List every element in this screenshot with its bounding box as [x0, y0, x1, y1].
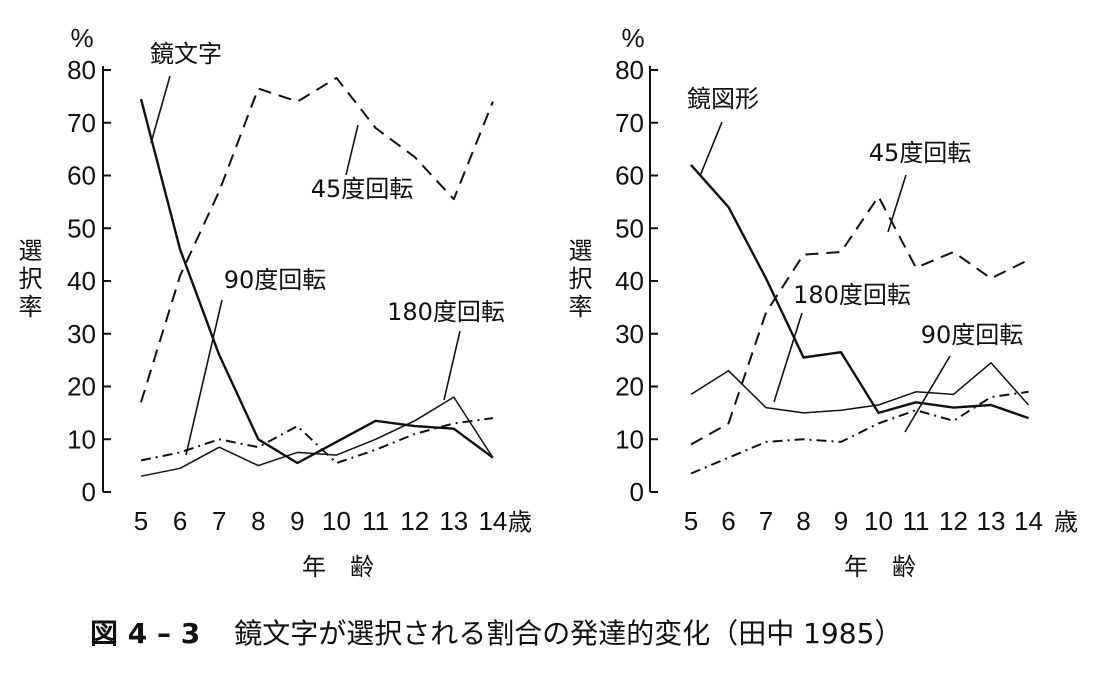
x-tick-label: 14	[478, 506, 507, 536]
caption-number: 図 4 – 3	[90, 617, 201, 650]
x-tick-label: 8	[796, 506, 810, 536]
series-label-鏡文字: 鏡文字	[150, 40, 222, 68]
x-tick-label: 8	[251, 506, 265, 536]
x-tick-label: 7	[759, 506, 773, 536]
x-tick-label: 12	[400, 506, 429, 536]
series-label-90度回転: 90度回転	[921, 321, 1024, 349]
y-tick-label: 10	[67, 424, 96, 454]
y-tick-label: 10	[615, 424, 644, 454]
x-tick-label: 12	[939, 506, 968, 536]
chart-mirror-figures: 0 10 20 30 40 50 60 70 80% 選択率 5 6 7 8 9 10 11 12 13 14 歳年 齢…	[564, 23, 1078, 581]
callout-leader-45度回転	[887, 174, 907, 233]
series-label-180度回転: 180度回転	[793, 281, 911, 309]
x-tick-label: 14	[1014, 506, 1043, 536]
series-line-180度回転	[690, 362, 1030, 414]
y-axis-label: 選択率	[14, 238, 42, 322]
caption-text: 鏡文字が選択される割合の発達的変化（田中 1985）	[234, 617, 903, 650]
series-label-45度回転: 45度回転	[311, 175, 414, 203]
y-unit-label: %	[70, 23, 93, 53]
series-label-90度回転: 90度回転	[224, 266, 327, 294]
series-line-45度回転	[140, 76, 494, 403]
y-tick-label: 30	[67, 319, 96, 349]
x-tick-label: 5	[134, 506, 148, 536]
x-tick-label: 10	[864, 506, 893, 536]
x-tick-label: 9	[290, 506, 304, 536]
y-tick-label: 80	[615, 55, 644, 85]
callout-leader-180度回転	[773, 312, 803, 403]
x-tick-label: 11	[362, 506, 389, 536]
callout-leader-90度回転	[904, 355, 951, 433]
callout-leader-45度回転	[345, 124, 359, 176]
y-tick-label: 30	[615, 319, 644, 349]
y-axis-label: 選択率	[564, 238, 592, 322]
y-tick-label: 40	[67, 266, 96, 296]
series-line-鏡図形	[690, 164, 1029, 420]
callout-leader-90度回転	[185, 299, 223, 456]
callout-leader-180度回転	[443, 330, 461, 401]
y-tick-label: 20	[67, 372, 96, 402]
series-label-鏡図形: 鏡図形	[687, 85, 759, 113]
y-tick-label: 40	[615, 266, 644, 296]
y-tick-label: 80	[67, 55, 96, 85]
series-line-90度回転	[140, 417, 494, 464]
series-label-180度回転: 180度回転	[387, 298, 505, 326]
x-tick-label: 7	[212, 506, 226, 536]
y-tick-label: 60	[67, 161, 96, 191]
x-tick-label: 6	[721, 506, 735, 536]
y-tick-label: 0	[630, 477, 644, 507]
x-unit-label: 歳	[1054, 508, 1078, 536]
y-tick-label: 70	[67, 108, 96, 138]
y-tick-label: 70	[615, 108, 644, 138]
y-tick-label: 50	[67, 213, 96, 243]
series-line-180度回転	[140, 396, 494, 477]
x-tick-label: 13	[977, 506, 1006, 536]
x-tick-label: 9	[834, 506, 848, 536]
x-tick-label: 11	[903, 506, 930, 536]
y-tick-label: 50	[615, 213, 644, 243]
chart-mirror-letters: 0 10 20 30 40 50 60 70 80% 選択率 5 6 7 8 9 10 11 12 13 14 歳年 齢…	[14, 23, 532, 581]
series-label-45度回転: 45度回転	[869, 139, 972, 167]
x-tick-label: 13	[439, 506, 468, 536]
callout-leader-鏡図形	[699, 121, 723, 177]
figure-caption: 図 4 – 3 鏡文字が選択される割合の発達的変化（田中 1985）	[90, 612, 902, 652]
series-line-鏡文字	[139, 98, 494, 465]
y-tick-label: 60	[615, 161, 644, 191]
series-line-45度回転	[690, 195, 1029, 446]
x-tick-label: 10	[322, 506, 351, 536]
y-tick-label: 0	[82, 477, 96, 507]
y-unit-label: %	[621, 23, 644, 53]
x-axis-label: 年 齢	[844, 553, 916, 581]
y-tick-label: 20	[615, 372, 644, 402]
series-line-90度回転	[690, 390, 1029, 475]
x-tick-label: 6	[173, 506, 187, 536]
x-tick-label: 5	[684, 506, 698, 536]
x-axis-label: 年 齢	[302, 553, 374, 581]
x-unit-label: 歳	[508, 508, 532, 536]
callout-leader-鏡文字	[150, 75, 171, 144]
